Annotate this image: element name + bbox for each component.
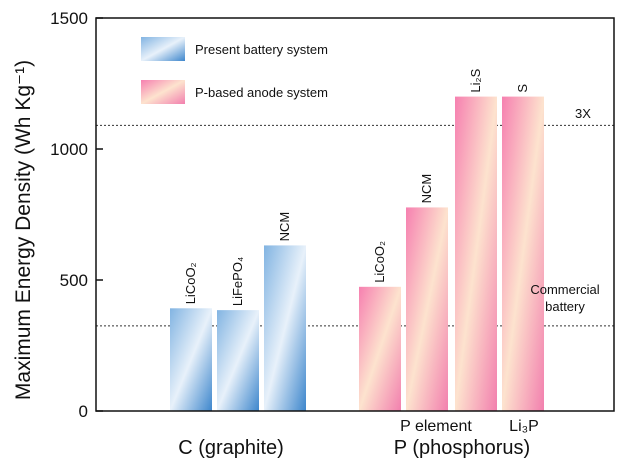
bar-series	[170, 96, 544, 411]
bar-label: NCM	[419, 174, 434, 204]
bar	[502, 96, 544, 411]
y-axis-label: Maximum Energy Density (Wh Kg⁻¹)	[12, 60, 35, 400]
legend-label-present: Present battery system	[195, 42, 328, 57]
y-tick-label: 1500	[50, 9, 88, 28]
bar	[406, 207, 448, 411]
bar-label: S	[515, 84, 530, 93]
group-label-phosphorus: P (phosphorus)	[394, 437, 530, 459]
ref-label-3x: 3X	[575, 106, 591, 121]
bar-label: LiCoO₂	[183, 262, 198, 304]
legend-label-p-based: P-based anode system	[195, 85, 328, 100]
ref-label-commercial-1: Commercial	[530, 282, 599, 297]
bar	[455, 96, 497, 411]
group-label-graphite: C (graphite)	[178, 437, 284, 459]
plot-frame	[95, 17, 615, 412]
ref-label-commercial-2: battery	[545, 299, 585, 314]
bar	[359, 286, 401, 411]
bar-labels: LiCoO₂ LiFePO₄ NCM LiCoO₂ NCM Li₂S S	[183, 68, 530, 306]
y-axis-ticks: 0 500 1000 1500	[50, 9, 103, 421]
y-tick-label: 1000	[50, 140, 88, 159]
bar-label: LiCoO₂	[372, 241, 387, 283]
bar	[170, 308, 212, 411]
bar-label: LiFePO₄	[230, 257, 245, 306]
bar-label: NCM	[277, 212, 292, 242]
bottom-label-li3p: Li₃P	[509, 418, 539, 435]
bar	[264, 245, 306, 411]
legend-swatch-p-based	[141, 80, 185, 104]
bar	[217, 310, 259, 411]
legend: Present battery system P-based anode sys…	[141, 37, 328, 104]
legend-swatch-present	[141, 37, 185, 61]
y-tick-label: 500	[60, 271, 88, 290]
y-tick-label: 0	[79, 402, 88, 421]
bar-label: Li₂S	[468, 68, 483, 92]
bottom-label-p-element: P element	[400, 418, 472, 435]
